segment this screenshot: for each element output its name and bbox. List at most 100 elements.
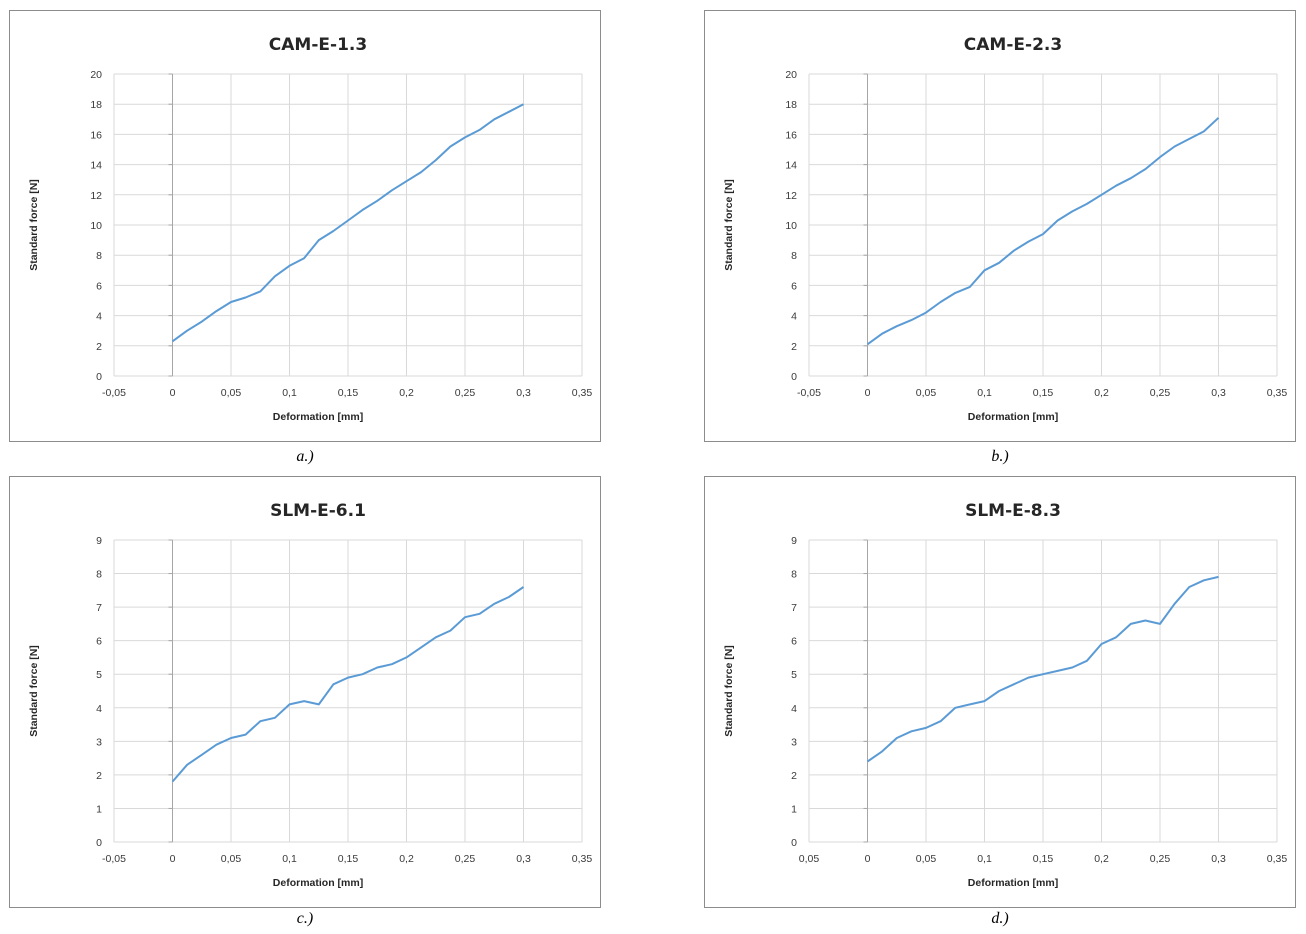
x-tick-label: 0,05 (916, 387, 937, 399)
y-tick-label: 14 (785, 160, 797, 172)
x-tick-label: 0 (170, 387, 176, 399)
x-tick-label: 0,35 (1267, 853, 1288, 865)
x-tick-label: 0,15 (338, 853, 359, 865)
y-tick-label: 1 (791, 803, 797, 815)
y-tick-label: 0 (791, 837, 797, 849)
chart-panel-d: SLM-E-8.3 0 1 2 3 4 5 6 7 8 9 0,05 0 0,05 0,1 0,15 0,2 0,… (704, 476, 1296, 932)
series-line (171, 586, 525, 783)
y-tick-label: 3 (791, 736, 797, 748)
caption-a: a.) (296, 448, 314, 465)
y-tick-label: 6 (96, 280, 102, 292)
chart-title: SLM-E-6.1 (270, 501, 366, 521)
y-tick-label: 3 (96, 736, 102, 748)
x-tick-label: 0,05 (221, 853, 242, 865)
x-tick-label: 0,3 (1211, 853, 1226, 865)
x-tick-label: 0 (170, 853, 176, 865)
x-tick-label: 0,25 (455, 853, 476, 865)
x-tick-label: 0,05 (916, 853, 937, 865)
chart-frame (704, 10, 1296, 442)
y-tick-label: 14 (90, 160, 102, 172)
x-axis-label: Deformation [mm] (273, 877, 363, 889)
x-tick-label: 0,2 (399, 387, 414, 399)
y-tick-label: 1 (96, 803, 102, 815)
x-tick-label: 0 (865, 387, 871, 399)
y-tick-label: 12 (785, 190, 797, 202)
chart-frame (704, 476, 1296, 908)
x-tick-label: 0 (865, 853, 871, 865)
caption-c: c.) (296, 910, 314, 927)
series-line (866, 575, 1219, 763)
y-tick-label: 8 (96, 569, 102, 581)
x-tick-label: 0,35 (572, 853, 593, 865)
y-tick-label: 8 (791, 250, 797, 262)
y-tick-label: 7 (96, 602, 102, 614)
y-tick-label: 20 (785, 69, 797, 81)
chart-title: SLM-E-8.3 (965, 501, 1061, 521)
x-tick-label: 0,3 (516, 853, 531, 865)
x-tick-label: 0,25 (455, 387, 476, 399)
y-tick-label: 0 (791, 371, 797, 383)
x-tick-label: 0,05 (221, 387, 242, 399)
y-tick-label: 4 (96, 311, 102, 323)
x-tick-label: 0,15 (1033, 853, 1054, 865)
y-tick-label: 5 (791, 669, 797, 681)
x-tick-label: 0,15 (1033, 387, 1054, 399)
caption-d: d.) (991, 910, 1009, 927)
x-tick-label: 0,2 (1094, 853, 1109, 865)
x-axis-label: Deformation [mm] (968, 411, 1058, 423)
y-tick-label: 2 (791, 770, 797, 782)
y-tick-label: 4 (791, 703, 797, 715)
y-tick-label: 0 (96, 837, 102, 849)
x-tick-label: 0,1 (977, 387, 992, 399)
x-tick-label: 0,35 (1267, 387, 1288, 399)
x-tick-label: 0,1 (282, 853, 297, 865)
y-tick-label: 18 (785, 99, 797, 111)
x-tick-label: 0,35 (572, 387, 593, 399)
y-tick-label: 2 (791, 341, 797, 353)
x-tick-label: 0,1 (977, 853, 992, 865)
y-tick-label: 9 (791, 535, 797, 547)
x-tick-label: 0,05 (799, 853, 820, 865)
x-tick-label: 0,2 (1094, 387, 1109, 399)
y-axis-label: Standard force [N] (723, 645, 735, 737)
chart-frame (9, 476, 601, 908)
x-tick-label: -0,05 (102, 387, 126, 399)
chart-frame (9, 10, 601, 442)
chart-panel-a: CAM-E-1.3 0 2 4 6 8 10 12 14 16 18 20 -0,05 0 0,05 0,1 0… (9, 10, 601, 480)
y-tick-label: 0 (96, 371, 102, 383)
y-tick-label: 6 (791, 636, 797, 648)
y-axis-label: Standard force [N] (723, 179, 735, 271)
y-tick-label: 5 (96, 669, 102, 681)
y-axis-label: Standard force [N] (28, 179, 40, 271)
x-tick-label: 0,15 (338, 387, 359, 399)
y-axis-label: Standard force [N] (28, 645, 40, 737)
y-tick-label: 16 (785, 129, 797, 141)
x-tick-label: -0,05 (797, 387, 821, 399)
chart-title: CAM-E-1.3 (269, 35, 367, 55)
x-tick-label: 0,3 (516, 387, 531, 399)
y-tick-label: 2 (96, 770, 102, 782)
y-tick-label: 16 (90, 129, 102, 141)
y-tick-label: 4 (791, 311, 797, 323)
x-tick-label: -0,05 (102, 853, 126, 865)
y-tick-label: 2 (96, 341, 102, 353)
caption-b: b.) (991, 448, 1009, 465)
chart-panel-b: CAM-E-2.3 0 2 4 6 8 10 12 14 16 18 20 -0,05 0 0,05 0,1 0… (704, 10, 1296, 480)
x-tick-label: 0,25 (1150, 853, 1171, 865)
y-tick-label: 9 (96, 535, 102, 547)
y-tick-label: 10 (90, 220, 102, 232)
x-axis-label: Deformation [mm] (273, 411, 363, 423)
y-tick-label: 10 (785, 220, 797, 232)
chart-title: CAM-E-2.3 (964, 35, 1062, 55)
y-tick-label: 12 (90, 190, 102, 202)
x-axis-label: Deformation [mm] (968, 877, 1058, 889)
y-tick-label: 7 (791, 602, 797, 614)
y-tick-label: 8 (791, 569, 797, 581)
y-tick-label: 6 (96, 636, 102, 648)
x-tick-label: 0,25 (1150, 387, 1171, 399)
y-tick-label: 18 (90, 99, 102, 111)
chart-panel-c: SLM-E-6.1 0 1 2 3 4 5 6 7 8 9 -0,05 0 0,05 0,1 0,15 0,2 0… (9, 476, 601, 932)
